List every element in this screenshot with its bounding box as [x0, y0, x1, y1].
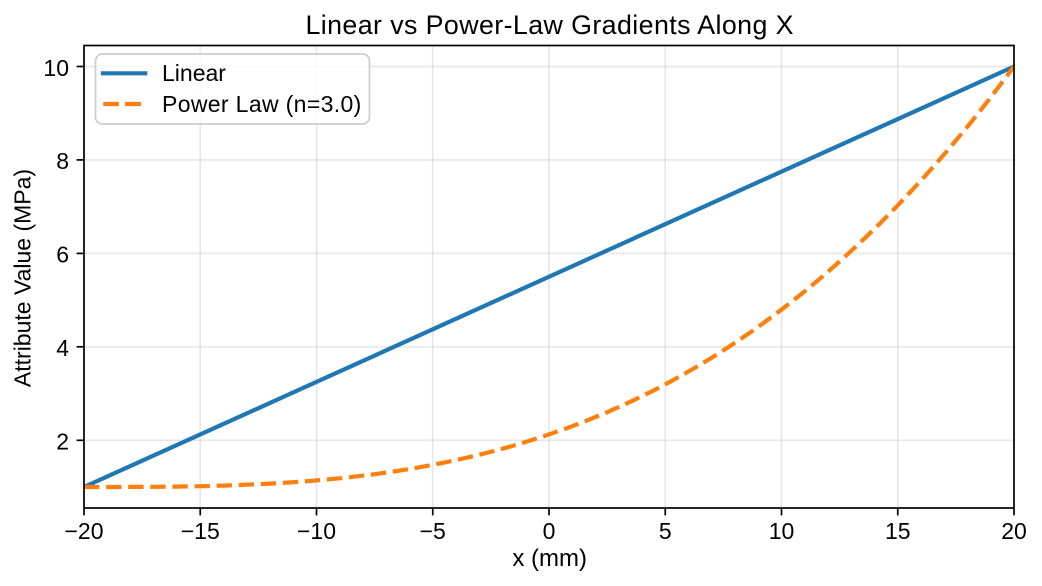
svg-text:8: 8: [56, 148, 69, 174]
svg-text:4: 4: [56, 335, 69, 361]
svg-text:15: 15: [885, 518, 911, 544]
svg-text:−20: −20: [64, 518, 103, 544]
svg-text:−10: −10: [297, 518, 336, 544]
svg-text:−5: −5: [420, 518, 446, 544]
svg-text:Linear vs Power-Law Gradients: Linear vs Power-Law Gradients Along X: [305, 10, 793, 40]
svg-text:10: 10: [43, 55, 69, 81]
svg-text:Power Law (n=3.0): Power Law (n=3.0): [162, 91, 362, 117]
svg-text:−15: −15: [181, 518, 220, 544]
svg-text:Attribute Value (MPa): Attribute Value (MPa): [10, 169, 36, 387]
svg-text:20: 20: [1001, 518, 1027, 544]
svg-text:6: 6: [56, 242, 69, 268]
svg-text:10: 10: [769, 518, 795, 544]
svg-text:2: 2: [56, 429, 69, 455]
svg-text:0: 0: [543, 518, 556, 544]
svg-text:x (mm): x (mm): [512, 545, 587, 572]
svg-text:5: 5: [659, 518, 672, 544]
svg-text:Linear: Linear: [162, 60, 226, 86]
